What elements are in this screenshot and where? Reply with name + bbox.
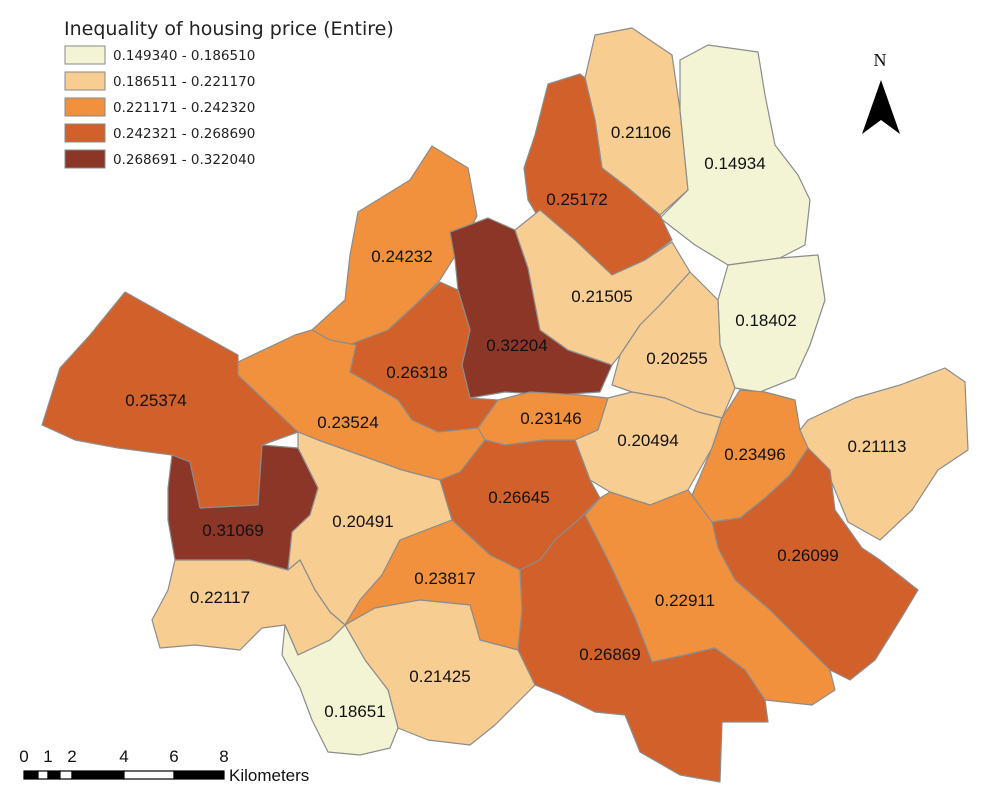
district-label: 0.26869 — [579, 645, 640, 664]
scale-tick-label: 4 — [119, 747, 128, 766]
district-label: 0.26318 — [386, 363, 447, 382]
legend-label: 0.221171 - 0.242320 — [113, 100, 255, 116]
scale-tick-label: 2 — [67, 747, 76, 766]
district-polygon[interactable] — [517, 497, 769, 783]
district-label: 0.25172 — [546, 190, 607, 209]
district-label: 0.23146 — [520, 409, 581, 428]
scale-segment — [71, 770, 125, 780]
scale-tick-label: 8 — [219, 747, 228, 766]
north-label: N — [874, 50, 887, 70]
district-polygon[interactable] — [659, 44, 811, 266]
district-label: 0.24232 — [371, 247, 432, 266]
north-arrow: N — [862, 50, 900, 134]
scale-segment — [47, 770, 61, 780]
legend-swatch — [64, 97, 106, 117]
district-label: 0.21425 — [409, 667, 470, 686]
scale-segment — [173, 770, 225, 780]
scale-segment — [37, 770, 49, 780]
district-label: 0.23817 — [414, 569, 475, 588]
district-label: 0.32204 — [486, 336, 547, 355]
district-label: 0.22117 — [190, 588, 250, 607]
legend: Inequality of housing price (Entire) 0.1… — [64, 18, 394, 169]
district-label: 0.23496 — [724, 445, 785, 464]
district-label: 0.18402 — [735, 311, 796, 330]
legend-swatch — [64, 45, 106, 65]
scale-unit-label: Kilometers — [229, 766, 309, 785]
legend-label: 0.149340 - 0.186510 — [113, 48, 255, 64]
district-layer — [41, 27, 969, 783]
district-label: 0.31069 — [202, 521, 263, 540]
district-label: 0.20491 — [332, 512, 393, 531]
district-label-layer: 0.21106 0.14934 0.25172 0.24232 0.32204 … — [125, 123, 906, 721]
district-label: 0.26099 — [777, 546, 838, 565]
district-label: 0.21113 — [848, 437, 907, 456]
district-label: 0.22911 — [655, 591, 715, 610]
district-label: 0.14934 — [704, 154, 765, 173]
scale-segment — [23, 770, 39, 780]
legend-swatch — [64, 123, 106, 143]
legend-title: Inequality of housing price (Entire) — [64, 18, 394, 40]
legend-swatch — [64, 149, 106, 169]
scale-segment — [123, 770, 175, 780]
scale-segment — [59, 770, 73, 780]
scale-tick-label: 6 — [169, 747, 178, 766]
scale-tick-label: 1 — [43, 747, 52, 766]
legend-label: 0.268691 - 0.322040 — [113, 152, 255, 168]
district-label: 0.23524 — [317, 413, 378, 432]
north-arrow-icon — [862, 80, 900, 134]
legend-label: 0.186511 - 0.221170 — [113, 74, 255, 90]
legend-label: 0.242321 - 0.268690 — [113, 126, 255, 142]
district-label: 0.20494 — [617, 431, 678, 450]
district-label: 0.18651 — [324, 702, 385, 721]
district-label: 0.20255 — [646, 349, 707, 368]
district-polygon[interactable] — [281, 624, 399, 756]
legend-swatch — [64, 71, 106, 91]
district-label: 0.21106 — [611, 123, 671, 142]
district-label: 0.21505 — [571, 287, 632, 306]
scale-tick-label: 0 — [19, 747, 28, 766]
district-label: 0.25374 — [125, 391, 186, 410]
district-label: 0.26645 — [488, 488, 549, 507]
district-polygon[interactable] — [523, 73, 673, 276]
